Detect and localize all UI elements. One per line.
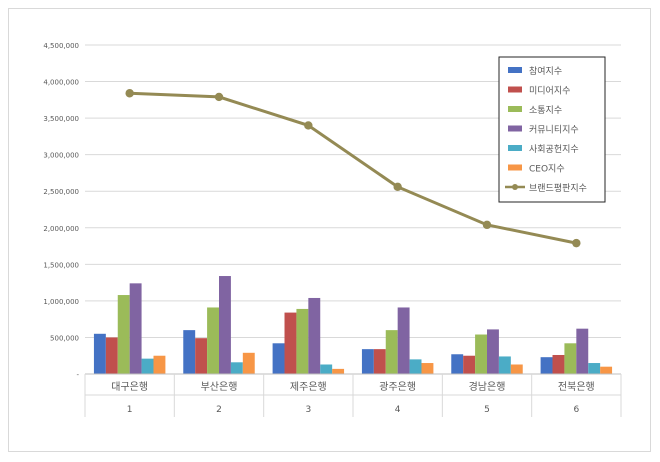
line-point (482, 220, 492, 230)
line-point (214, 92, 224, 102)
line-point (304, 121, 313, 130)
y-tick-label: 1,500,000 (43, 261, 79, 269)
bar (308, 297, 321, 374)
bar (552, 354, 565, 374)
x-category-label: 대구은행 (111, 381, 148, 393)
legend-label: 커뮤니티지수 (529, 125, 579, 136)
line-point (125, 89, 134, 98)
x-category-number: 4 (395, 405, 401, 415)
bar (463, 355, 476, 374)
y-tick-label: 3,000,000 (43, 152, 79, 160)
x-category-label: 경남은행 (469, 380, 506, 393)
y-tick-label: 1,000,000 (43, 298, 79, 306)
x-category-number: 1 (127, 405, 133, 415)
legend-swatch (508, 164, 522, 171)
x-category-label: 광주은행 (379, 381, 416, 393)
legend-marker (512, 184, 518, 190)
trend-line (125, 89, 581, 248)
bar (564, 343, 577, 374)
y-tick-label: 500,000 (50, 334, 79, 342)
bar (141, 358, 154, 374)
y-tick-label: 4,000,000 (43, 79, 79, 87)
bar (409, 359, 422, 374)
bar (272, 343, 285, 374)
bar (576, 328, 589, 374)
y-tick-label: 4,500,000 (43, 42, 79, 50)
y-axis-tick-labels: - 500,000 1,000,000 1,500,000 2,000,000 2,500… (43, 42, 79, 379)
y-tick-label: 2,000,000 (43, 225, 79, 233)
x-category-number: 6 (573, 405, 579, 415)
legend-label: 미디어지수 (529, 86, 570, 97)
y-tick-label: - (76, 371, 79, 379)
x-category-label: 부산은행 (201, 381, 238, 393)
bar (540, 357, 553, 374)
bar (219, 276, 231, 374)
bar (296, 308, 309, 374)
bar (129, 283, 142, 374)
line-point (572, 238, 581, 248)
legend-label: 브랜드평판지수 (529, 183, 587, 194)
y-tick-label: 2,500,000 (43, 188, 79, 196)
legend-label: 사회공헌지수 (529, 144, 579, 155)
line-point (393, 182, 402, 192)
bar (397, 307, 410, 374)
series-line (129, 91, 577, 245)
x-category-number: 5 (484, 405, 490, 415)
bar (373, 349, 386, 374)
bar (230, 362, 243, 374)
x-category-number: 2 (216, 405, 222, 415)
bar (320, 364, 333, 374)
bar (451, 354, 464, 374)
legend-swatch (508, 67, 522, 73)
bar (498, 356, 511, 374)
bar (332, 368, 345, 374)
bar (421, 363, 434, 374)
bar (475, 334, 487, 374)
bar (93, 333, 106, 374)
bars (93, 276, 613, 374)
legend-swatch (508, 125, 522, 132)
bar (183, 330, 196, 374)
bar (195, 338, 208, 374)
legend-swatch (508, 145, 522, 151)
legend-swatch (508, 86, 522, 93)
legend-swatch (508, 106, 522, 112)
legend-label: 참여지수 (529, 65, 562, 77)
chart-svg: - 500,000 1,000,000 1,500,000 2,000,000 2,500… (43, 42, 622, 417)
bar (510, 364, 523, 374)
gridlines (85, 44, 621, 375)
legend-label: CEO지수 (529, 164, 565, 175)
bar (153, 355, 166, 374)
bar (588, 363, 601, 374)
bar (487, 329, 499, 374)
chart-frame: - 500,000 1,000,000 1,500,000 2,000,000 2,500… (8, 8, 651, 452)
bar (600, 366, 613, 374)
bar (117, 295, 130, 374)
bar (284, 312, 297, 374)
x-category-label: 전북은행 (558, 381, 595, 393)
bar (242, 352, 255, 374)
x-category-label: 제주은행 (290, 381, 327, 393)
bar (207, 307, 219, 374)
bar (105, 337, 118, 374)
x-category-number: 3 (305, 405, 311, 415)
y-tick-label: 3,500,000 (43, 115, 79, 123)
x-axis: 대구은행 1 부산은행 2 제주은행 3 광주은행 4 경남은행 5 전북은행 6 (84, 373, 622, 417)
bar (385, 330, 398, 374)
legend-label: 소통지수 (529, 105, 562, 116)
bar (361, 349, 374, 374)
